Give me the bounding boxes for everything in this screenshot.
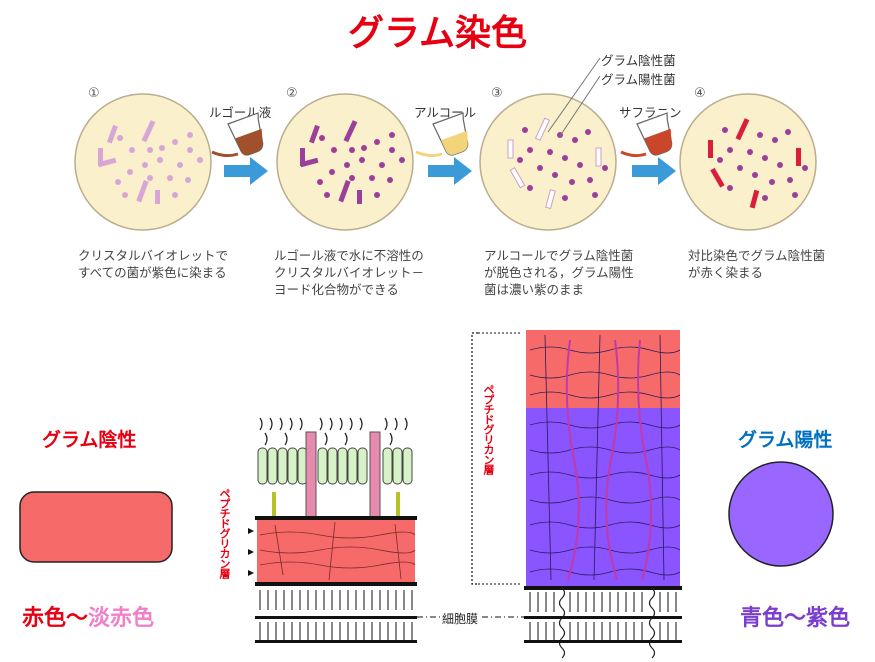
petri-dish-3 (479, 93, 617, 231)
petri-dish-4 (679, 93, 817, 231)
color-separator: ～ (66, 606, 89, 631)
gram-positive-label: グラム陽性 (738, 429, 833, 451)
arrow-icon-2 (428, 157, 472, 185)
callout-gram-negative: グラム陰性菌 (601, 53, 676, 68)
gram-negative-wall (248, 417, 417, 643)
color-red: 赤色 (22, 606, 67, 631)
arrow-icon-3 (632, 157, 676, 185)
gram-negative-color-label: 赤色～淡赤色 (22, 600, 154, 632)
beaker-icon-2 (432, 112, 476, 159)
callout-line-positive (559, 75, 601, 137)
cell-membrane-label: 細胞膜 (440, 610, 481, 627)
color-light-red: 淡赤色 (88, 606, 155, 631)
gram-negative-cell (19, 491, 173, 563)
step-3-caption: アルコールでグラム陰性菌が脱色される，グラム陽性菌は濃い紫のまま (484, 248, 634, 297)
step-1-caption: クリスタルバイオレットですべての菌が紫色に染まる (78, 248, 229, 280)
peptidoglycan-label-negative: ペプチドグリカン層 (218, 488, 231, 578)
gram-positive-color-label: 青色～紫色 (740, 606, 851, 631)
gram-positive-wall (471, 330, 682, 659)
petri-dish-2 (276, 93, 414, 231)
beaker-icon-1 (227, 112, 271, 159)
petri-dish-1 (74, 93, 212, 231)
step-4-number: ④ (694, 86, 706, 101)
gram-positive-cell (728, 461, 834, 567)
step-4-caption: 対比染色でグラム陰性菌が赤く染まる (688, 248, 826, 280)
callout-line-negative (547, 57, 601, 133)
step-3-number: ③ (491, 86, 503, 101)
gram-negative-label: グラム陰性 (42, 429, 137, 451)
step-1-number: ① (88, 86, 100, 101)
step-2-caption: ルゴール液で水に不溶性のクリスタルバイオレット－ヨード化合物ができる (274, 248, 425, 297)
arrow-icon-1 (224, 157, 268, 185)
step-2-number: ② (286, 86, 298, 101)
callout-gram-positive: グラム陽性菌 (601, 72, 676, 87)
beaker-icon-3 (636, 112, 680, 159)
page-title: グラム染色 (348, 13, 527, 54)
peptidoglycan-label-positive: ペプチドグリカン層 (482, 384, 495, 474)
